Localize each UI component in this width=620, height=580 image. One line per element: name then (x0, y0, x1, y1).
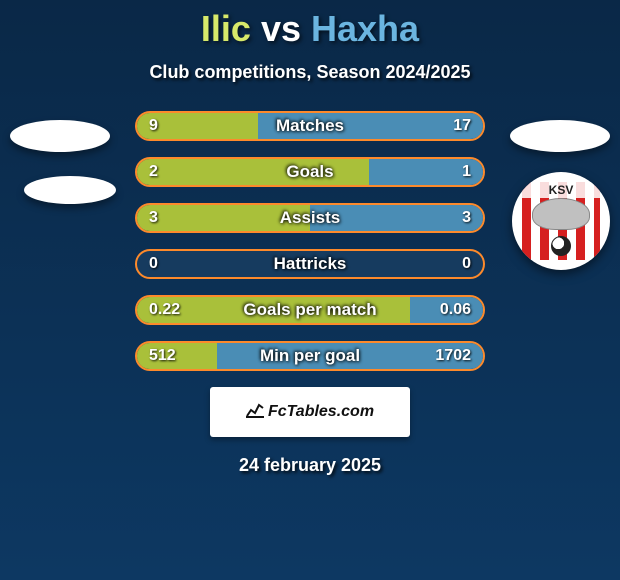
stat-value-left: 0.22 (149, 297, 180, 323)
stat-row: Goals per match0.22 0.06 (135, 295, 485, 325)
credit-label: FcTables.com (268, 403, 374, 421)
stat-label: Goals per match (137, 297, 483, 323)
stat-label: Assists (137, 205, 483, 231)
stat-row: Matches9 17 (135, 111, 485, 141)
stat-value-right: 17 (453, 113, 471, 139)
player1-name: Ilic (201, 8, 251, 49)
subtitle: Club competitions, Season 2024/2025 (0, 62, 620, 83)
stat-value-right: 0 (462, 251, 471, 277)
stat-value-right: 0.06 (440, 297, 471, 323)
stat-value-left: 0 (149, 251, 158, 277)
stat-bars: Matches9 17 Goals2 1 Assists3 3 Hattricks0 0 Goa… (135, 111, 485, 371)
stat-label: Hattricks (137, 251, 483, 277)
stat-value-right: 1702 (435, 343, 471, 369)
stat-row: Goals2 1 (135, 157, 485, 187)
stat-value-right: 3 (462, 205, 471, 231)
credit-box: FcTables.com (210, 387, 410, 437)
chart-icon (246, 402, 264, 423)
stat-label: Min per goal (137, 343, 483, 369)
stat-row: Assists3 3 (135, 203, 485, 233)
stat-row: Min per goal512 1702 (135, 341, 485, 371)
player2-name: Haxha (311, 8, 419, 49)
stat-value-right: 1 (462, 159, 471, 185)
comparison-title: Ilic vs Haxha (0, 8, 620, 50)
stat-value-left: 9 (149, 113, 158, 139)
credit-text: FcTables.com (246, 402, 374, 423)
stat-label: Goals (137, 159, 483, 185)
stat-value-left: 3 (149, 205, 158, 231)
stat-row: Hattricks0 0 (135, 249, 485, 279)
vs-text: vs (261, 8, 301, 49)
infographic-container: Ilic vs Haxha Club competitions, Season … (0, 0, 620, 476)
stat-value-left: 512 (149, 343, 176, 369)
stats-area: Matches9 17 Goals2 1 Assists3 3 Hattricks0 0 Goa… (0, 111, 620, 371)
stat-label: Matches (137, 113, 483, 139)
date: 24 february 2025 (0, 455, 620, 476)
stat-value-left: 2 (149, 159, 158, 185)
